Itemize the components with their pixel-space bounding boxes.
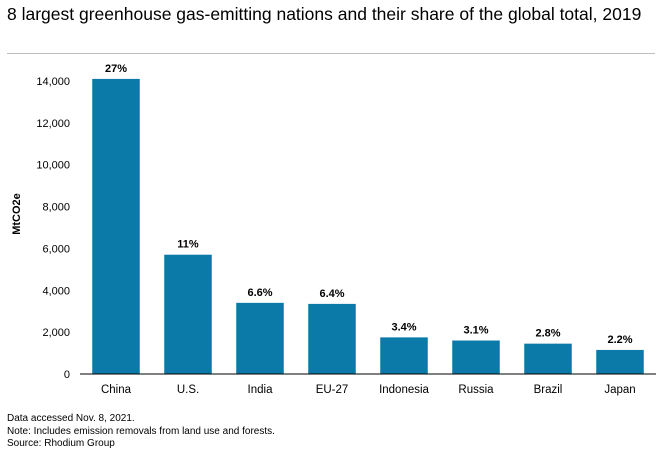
bar-data-label: 3.1%	[463, 325, 488, 337]
y-tick-label: 10,000	[36, 160, 70, 172]
y-tick-label: 2,000	[42, 327, 70, 339]
y-tick-label: 14,000	[36, 76, 70, 88]
bar-eu-27	[308, 303, 356, 374]
bar-japan	[596, 349, 644, 374]
y-tick-label: 12,000	[36, 118, 70, 130]
bar-brazil	[524, 343, 572, 374]
y-tick-label: 8,000	[42, 202, 70, 214]
y-tick-label: 4,000	[42, 285, 70, 297]
bar-china	[92, 78, 140, 375]
bar-data-label: 2.8%	[535, 328, 560, 340]
x-tick-label: India	[248, 384, 274, 396]
bar-data-label: 27%	[105, 63, 127, 75]
y-axis-ticks: 0 2,000 4,000 6,000 8,000 10,000 12,000 14,000	[36, 76, 70, 381]
bar-chart: MtCO2e 0 2,000 4,000 6,000 8,000 10,000 12,000…	[11, 63, 656, 396]
y-tick-label: 0	[64, 369, 70, 381]
x-tick-label: Indonesia	[379, 384, 429, 396]
x-tick-label: Japan	[604, 384, 635, 396]
bar-indonesia	[380, 337, 428, 374]
x-tick-label: Brazil	[534, 384, 563, 396]
x-tick-label: Russia	[458, 384, 494, 396]
y-tick-label: 6,000	[42, 243, 70, 255]
chart-title: 8 largest greenhouse gas-emitting nation…	[7, 4, 642, 24]
note-accessed: Data accessed Nov. 8, 2021.	[7, 413, 135, 424]
bar-data-label: 11%	[177, 239, 199, 251]
x-tick-label: EU-27	[316, 384, 349, 396]
bars: 27% China 11% U.S. 6.6% India 6.4% EU-27 3.4% Ind…	[92, 63, 644, 396]
note-source: Source: Rhodium Group	[7, 438, 115, 449]
y-axis-label: MtCO2e	[11, 193, 23, 235]
chart-notes: Data accessed Nov. 8, 2021. Note: Includ…	[7, 413, 275, 451]
bar-data-label: 3.4%	[391, 321, 416, 333]
x-tick-label: U.S.	[177, 384, 199, 396]
bar-india	[236, 302, 284, 374]
bar-data-label: 2.2%	[607, 334, 632, 346]
bar-data-label: 6.6%	[247, 287, 272, 299]
bar-data-label: 6.4%	[319, 288, 344, 300]
bar-russia	[452, 340, 500, 374]
note-land-use: Note: Includes emission removals from la…	[7, 425, 275, 437]
bar-u-s-	[164, 254, 212, 374]
x-tick-label: China	[101, 384, 132, 396]
title-divider	[7, 53, 655, 54]
